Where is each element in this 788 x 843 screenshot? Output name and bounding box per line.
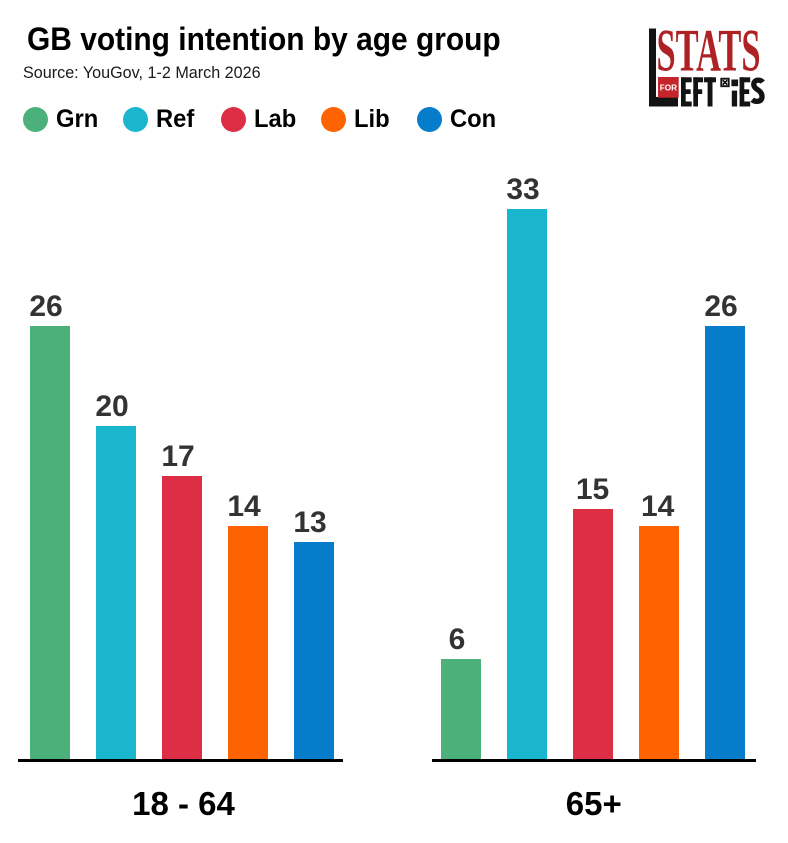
svg-text:FOR: FOR <box>660 83 677 92</box>
svg-text:STATS: STATS <box>657 24 761 84</box>
